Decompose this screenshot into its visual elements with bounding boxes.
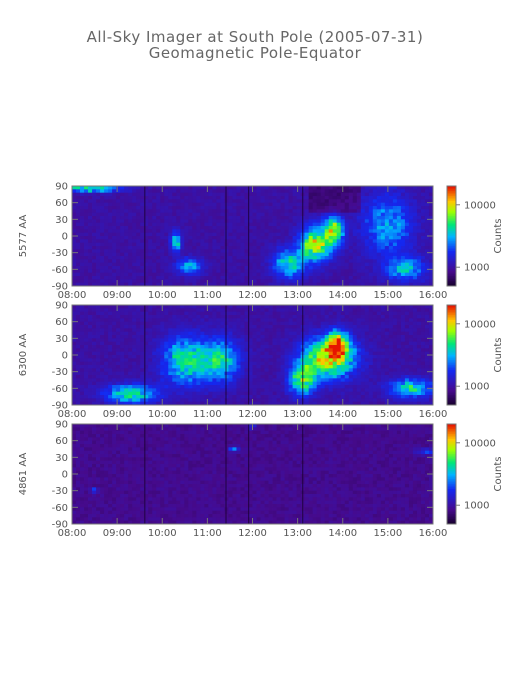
colorbar-label: Counts xyxy=(493,457,504,492)
y-tick-label: 0 xyxy=(62,351,68,362)
y-tick-label: 30 xyxy=(55,215,68,226)
colorbar-frame xyxy=(446,423,457,525)
x-tick-label: 15:00 xyxy=(373,409,402,420)
y-tick-label: 60 xyxy=(55,317,68,328)
x-tick-label: 09:00 xyxy=(103,290,132,301)
chart-subtitle: Geomagnetic Pole-Equator xyxy=(148,44,362,62)
x-tick-label: 16:00 xyxy=(419,409,448,420)
x-tick-label: 11:00 xyxy=(193,409,222,420)
y-tick-label: -30 xyxy=(52,248,68,259)
y-tick-label: 0 xyxy=(62,470,68,481)
x-tick-label: 15:00 xyxy=(373,290,402,301)
heatmap-cells xyxy=(72,424,434,525)
colorbar-tick-label: 1000 xyxy=(464,382,489,393)
missing-frame-streak xyxy=(248,424,250,524)
x-tick-label: 09:00 xyxy=(103,528,132,539)
x-tick-label: 10:00 xyxy=(148,290,177,301)
y-tick-label: -30 xyxy=(52,367,68,378)
colorbar-tick-label: 10000 xyxy=(464,319,496,330)
x-tick-label: 14:00 xyxy=(328,528,357,539)
colorbar-label: Counts xyxy=(493,338,504,373)
missing-frame-streak xyxy=(225,186,227,286)
colorbar-frame xyxy=(446,304,457,406)
y-tick-label: -30 xyxy=(52,486,68,497)
y-axis-label: 5577 AA xyxy=(18,215,29,258)
colorbar-label: Counts xyxy=(493,219,504,254)
missing-frame-streak xyxy=(144,424,146,524)
x-tick-label: 13:00 xyxy=(283,528,312,539)
x-tick-label: 08:00 xyxy=(58,290,87,301)
y-tick-label: 90 xyxy=(55,420,68,431)
missing-frame-streak xyxy=(302,186,304,286)
colorbar-tick-label: 10000 xyxy=(464,200,496,211)
chart-title: All-Sky Imager at South Pole (2005-07-31… xyxy=(86,28,424,46)
colorbar: 10000 1000 Counts xyxy=(446,185,504,287)
y-tick-label: 60 xyxy=(55,436,68,447)
x-tick-label: 14:00 xyxy=(328,290,357,301)
x-tick-label: 16:00 xyxy=(419,290,448,301)
missing-frame-streak xyxy=(302,305,304,405)
colorbar-tick-label: 1000 xyxy=(464,501,489,512)
x-tick-label: 16:00 xyxy=(419,528,448,539)
y-tick-label: -60 xyxy=(52,384,68,395)
y-tick-label: -90 xyxy=(52,520,68,531)
y-tick-label: 30 xyxy=(55,334,68,345)
missing-frame-streak xyxy=(248,305,250,405)
x-tick-label: 13:00 xyxy=(283,409,312,420)
colorbar-tick-label: 1000 xyxy=(464,263,489,274)
heatmap-cells xyxy=(72,186,434,287)
y-tick-label: -60 xyxy=(52,265,68,276)
missing-frame-streak xyxy=(144,305,146,405)
y-tick-label: -60 xyxy=(52,503,68,514)
x-tick-label: 09:00 xyxy=(103,409,132,420)
y-tick-label: -90 xyxy=(52,401,68,412)
colorbar: 10000 1000 Counts xyxy=(446,304,504,406)
y-tick-label: -90 xyxy=(52,282,68,293)
x-tick-label: 10:00 xyxy=(148,409,177,420)
x-tick-label: 12:00 xyxy=(238,290,267,301)
y-axis-label: 6300 AA xyxy=(18,334,29,377)
missing-frame-streak xyxy=(248,186,250,286)
y-tick-label: 90 xyxy=(55,182,68,193)
x-tick-label: 15:00 xyxy=(373,528,402,539)
y-tick-label: 30 xyxy=(55,453,68,464)
missing-frame-streak xyxy=(225,305,227,405)
y-tick-label: 0 xyxy=(62,232,68,243)
y-axis-label: 4861 AA xyxy=(18,453,29,496)
heatmap-cells xyxy=(72,305,434,406)
x-tick-label: 12:00 xyxy=(238,528,267,539)
missing-frame-streak xyxy=(225,424,227,524)
y-tick-label: 90 xyxy=(55,301,68,312)
x-tick-label: 11:00 xyxy=(193,290,222,301)
x-tick-label: 08:00 xyxy=(58,409,87,420)
colorbar-frame xyxy=(446,185,457,287)
missing-frame-streak xyxy=(144,186,146,286)
x-tick-label: 14:00 xyxy=(328,409,357,420)
x-tick-label: 08:00 xyxy=(58,528,87,539)
y-tick-label: 60 xyxy=(55,198,68,209)
x-tick-label: 13:00 xyxy=(283,290,312,301)
x-tick-label: 11:00 xyxy=(193,528,222,539)
colorbar-tick-label: 10000 xyxy=(464,438,496,449)
x-tick-label: 12:00 xyxy=(238,409,267,420)
colorbar: 10000 1000 Counts xyxy=(446,423,504,525)
missing-frame-streak xyxy=(302,424,304,524)
x-tick-label: 10:00 xyxy=(148,528,177,539)
